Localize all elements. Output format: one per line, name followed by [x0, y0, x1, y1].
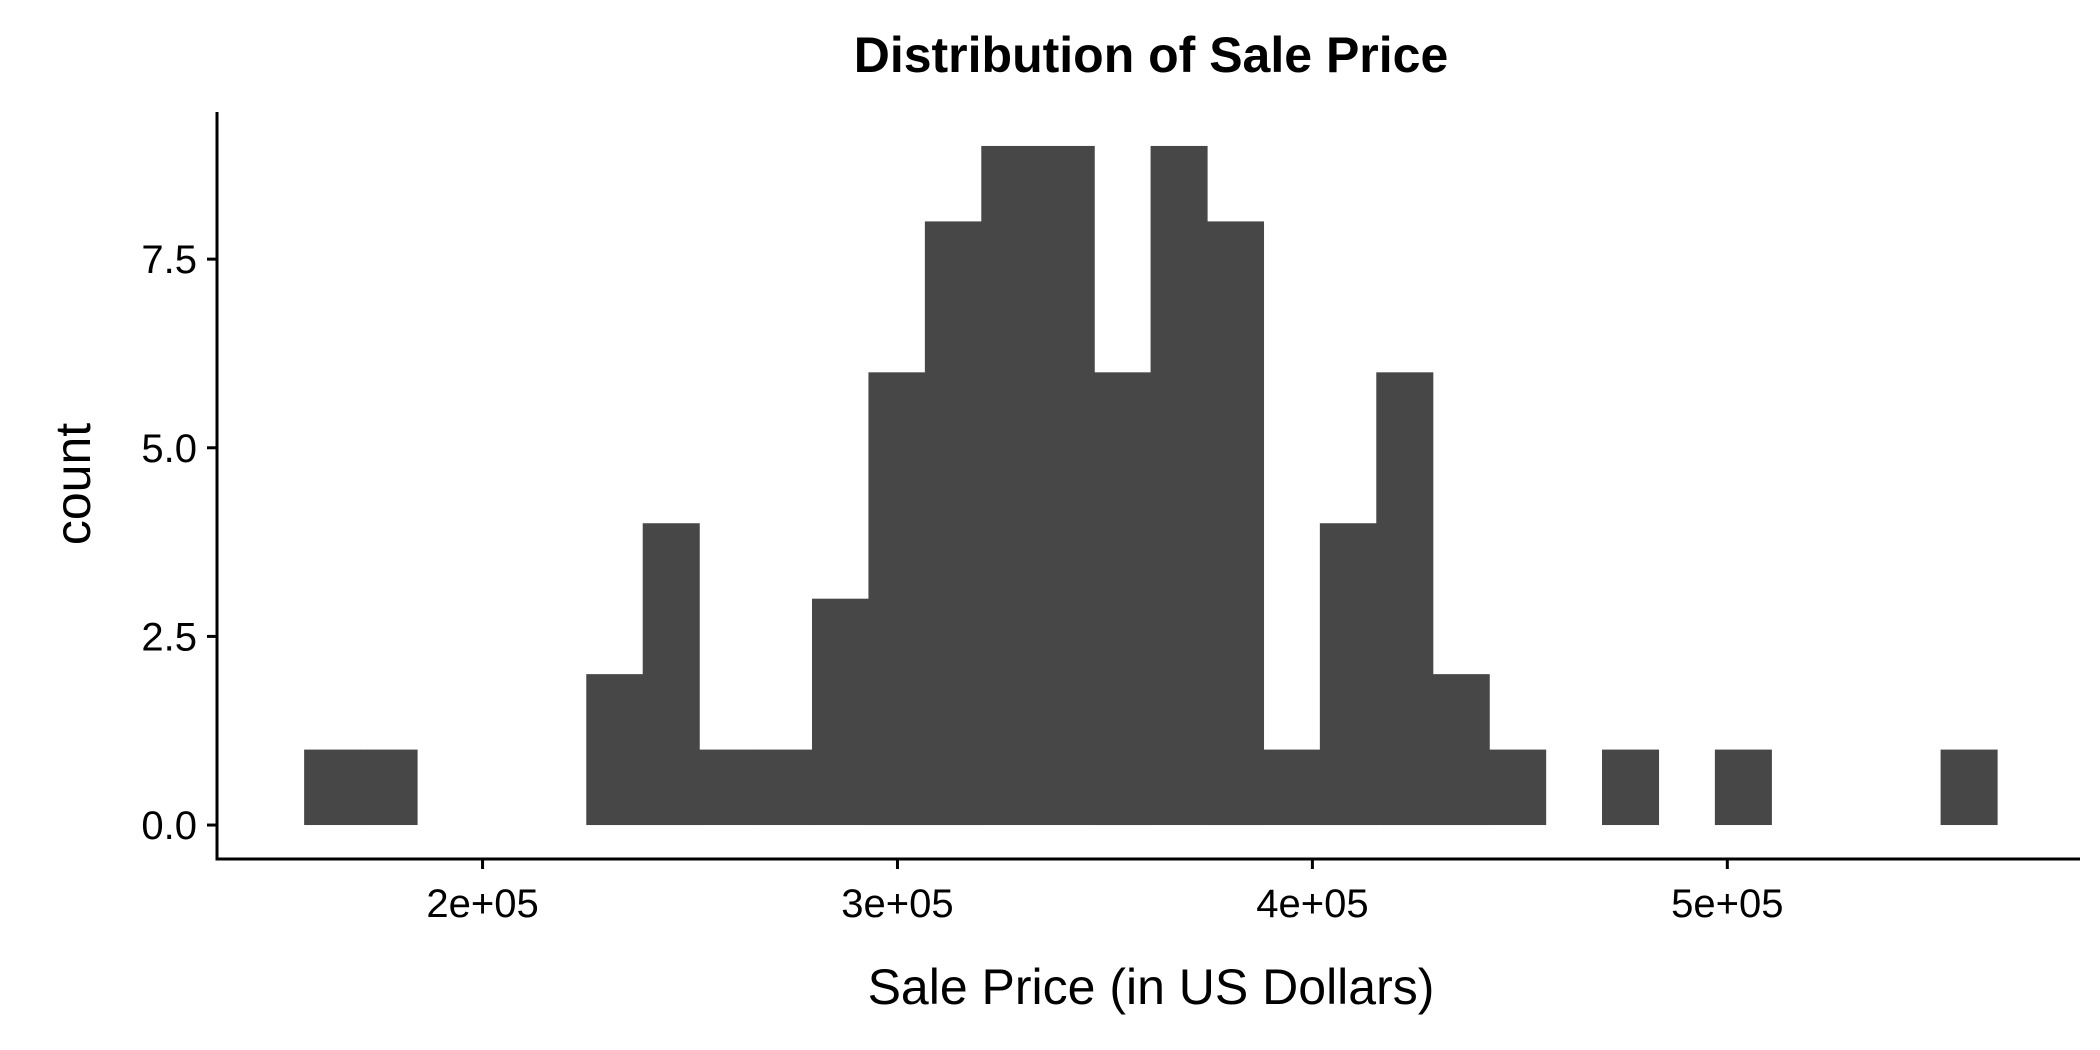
- histogram-bar-6: [642, 523, 700, 826]
- x-tick-label-2: 4e+05: [1256, 882, 1368, 926]
- histogram-bar-23: [1602, 749, 1660, 826]
- histogram-bar-17: [1263, 749, 1321, 826]
- histogram-bar-14: [1094, 372, 1152, 826]
- histogram-bar-18: [1319, 523, 1377, 826]
- histogram-bar-0: [304, 749, 362, 826]
- x-axis-title: Sale Price (in US Dollars): [868, 959, 1435, 1015]
- axes-lines: [215, 112, 2080, 861]
- histogram-bar-20: [1432, 674, 1490, 826]
- y-tick-label-3: 7.5: [141, 238, 197, 282]
- histogram-bar-12: [981, 145, 1039, 826]
- histogram-bar-25: [1714, 749, 1772, 826]
- histogram-bar-5: [586, 674, 644, 826]
- y-axis-title: count: [45, 423, 101, 545]
- chart-title: Distribution of Sale Price: [854, 27, 1449, 83]
- histogram-bar-10: [868, 372, 926, 826]
- y-axis-ticks: 0.0 2.5 5.0 7.5: [141, 238, 217, 848]
- y-tick-label-1: 2.5: [141, 615, 197, 659]
- x-tick-label-0: 2e+05: [426, 882, 538, 926]
- histogram-bar-16: [1207, 221, 1265, 826]
- histogram-bar-15: [1150, 145, 1208, 826]
- y-tick-label-2: 5.0: [141, 427, 197, 471]
- histogram-bar-21: [1489, 749, 1547, 826]
- histogram-bar-8: [755, 749, 813, 826]
- histogram-bar-1: [360, 749, 418, 826]
- x-axis-ticks: 2e+05 3e+05 4e+05 5e+05: [426, 859, 1783, 926]
- y-tick-label-0: 0.0: [141, 804, 197, 848]
- histogram-bar-19: [1376, 372, 1434, 826]
- histogram-bar-13: [1037, 145, 1095, 826]
- histogram-bar-9: [812, 598, 870, 826]
- x-tick-label-3: 5e+05: [1671, 882, 1783, 926]
- bars-group: [304, 145, 1998, 826]
- x-tick-label-1: 3e+05: [841, 882, 953, 926]
- histogram-bar-7: [699, 749, 757, 826]
- histogram-bar-11: [924, 221, 982, 826]
- histogram-bar-29: [1940, 749, 1998, 826]
